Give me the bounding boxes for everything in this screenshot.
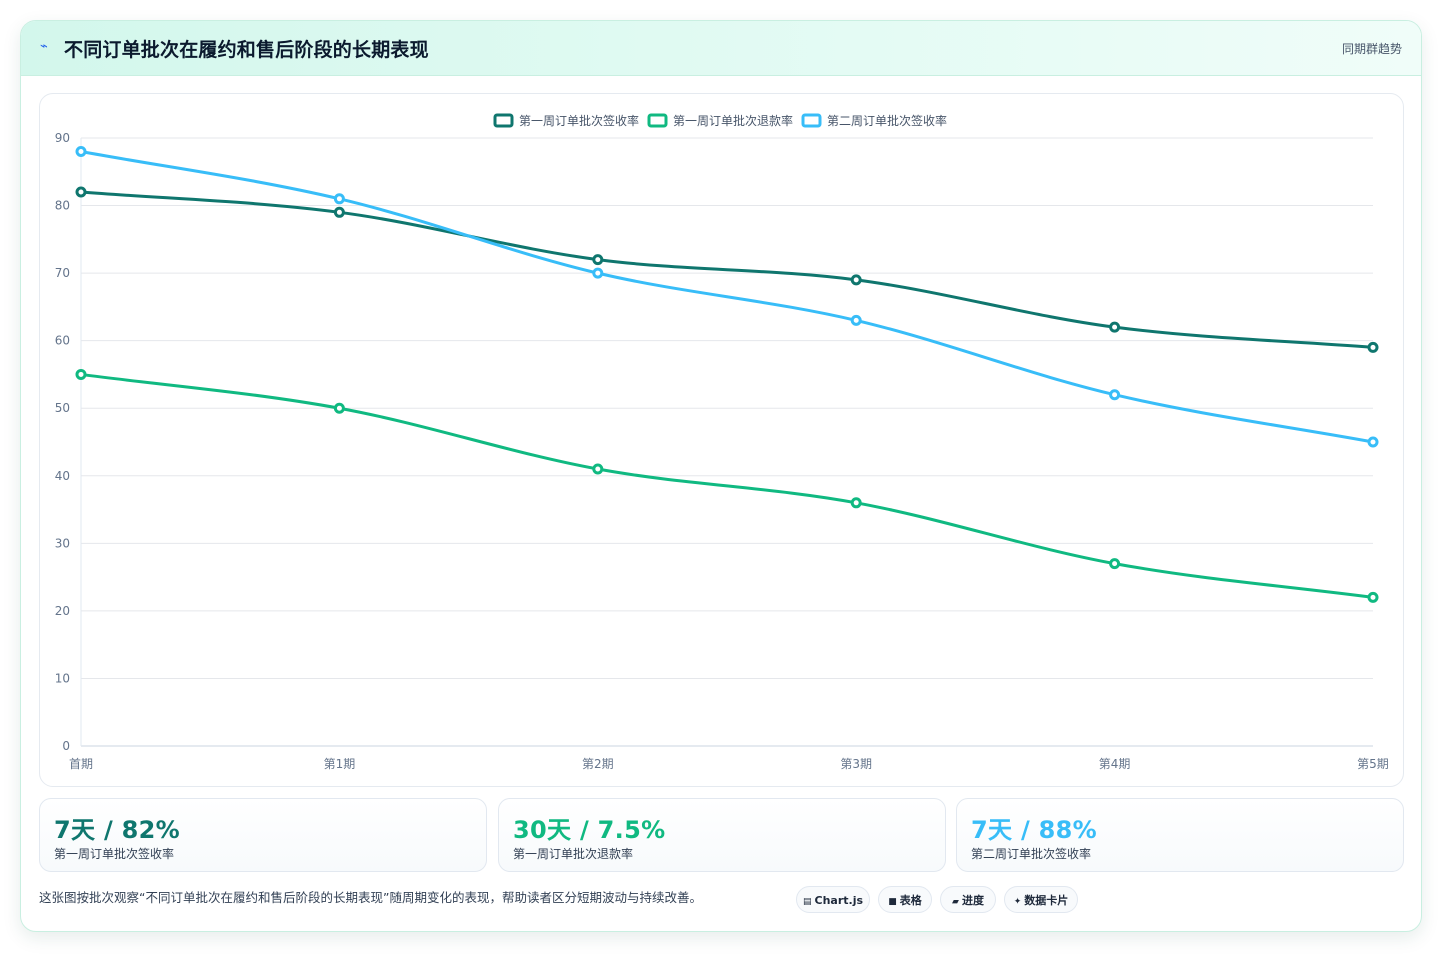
chip-chartjs[interactable]: ▤ Chart.js bbox=[796, 886, 870, 913]
x-tick-label: 第5期 bbox=[1357, 757, 1389, 771]
legend-swatch bbox=[647, 113, 668, 128]
data-point bbox=[75, 146, 87, 158]
data-point bbox=[592, 254, 604, 266]
y-tick-label: 60 bbox=[55, 334, 70, 348]
legend-label: 第一周订单批次签收率 bbox=[519, 113, 639, 128]
data-point bbox=[333, 206, 345, 218]
y-tick-label: 20 bbox=[55, 604, 70, 618]
data-point bbox=[850, 274, 862, 286]
progress-icon: ▰ bbox=[952, 897, 959, 907]
data-point bbox=[592, 463, 604, 475]
data-point bbox=[75, 186, 87, 198]
legend-label: 第二周订单批次签收率 bbox=[827, 113, 947, 128]
x-tick-label: 第1期 bbox=[324, 757, 356, 771]
data-point bbox=[333, 402, 345, 414]
chip-progress[interactable]: ▰ 进度 bbox=[940, 886, 996, 913]
chart-description: 这张图按批次观察“不同订单批次在履约和售后阶段的长期表现”随周期变化的表现，帮助… bbox=[39, 890, 702, 905]
data-point bbox=[1367, 341, 1379, 353]
kpi-card-3: 7天 / 88% 第二周订单批次签收率 bbox=[956, 798, 1404, 872]
data-point bbox=[850, 314, 862, 326]
data-point bbox=[1367, 591, 1379, 603]
table-icon: ■ bbox=[888, 897, 897, 907]
line-chart-svg: 0 10 20 30 40 50 60 70 80 90 首期 第1期 第2期 第3期 第4期 第5期 第一周订… bbox=[55, 113, 1389, 771]
kpi-card-label: 第一周订单批次退款率 bbox=[513, 847, 634, 861]
x-tick-label: 第4期 bbox=[1099, 757, 1131, 771]
kpi-card-label: 第一周订单批次签收率 bbox=[54, 847, 175, 861]
kpi-cards: 7天 / 82% 第一周订单批次签收率 30天 / 7.5% 第一周订单批次退款… bbox=[39, 798, 1405, 872]
data-point bbox=[1109, 321, 1121, 333]
sparkle-icon: ✦ bbox=[1013, 897, 1022, 907]
series-line-2 bbox=[80, 372, 1374, 599]
series-line-1 bbox=[80, 190, 1374, 349]
data-point bbox=[333, 193, 345, 205]
data-point bbox=[592, 267, 604, 279]
kpi-card-2: 30天 / 7.5% 第一周订单批次退款率 bbox=[498, 798, 946, 872]
panel-header: ⌁ 不同订单批次在履约和售后阶段的长期表现 同期群趋势 bbox=[21, 21, 1421, 76]
chart-icon: ▤ bbox=[802, 897, 812, 907]
y-tick-label: 50 bbox=[55, 401, 70, 415]
chip-label: 表格 bbox=[899, 894, 922, 907]
kpi-card-value: 30天 / 7.5% bbox=[513, 816, 666, 844]
chip-label: 进度 bbox=[961, 894, 984, 907]
data-point bbox=[75, 368, 87, 380]
y-tick-label: 40 bbox=[55, 469, 70, 483]
chart-panel: ⌁ 不同订单批次在履约和售后阶段的长期表现 同期群趋势 0 10 20 30 40 50 6… bbox=[20, 20, 1422, 932]
kpi-card-1: 7天 / 82% 第一周订单批次签收率 bbox=[39, 798, 487, 872]
chip-label: Chart.js bbox=[814, 894, 864, 907]
page-title: 不同订单批次在履约和售后阶段的长期表现 bbox=[64, 39, 429, 61]
cohort-trend-label: 同期群趋势 bbox=[1341, 42, 1402, 56]
x-tick-label: 第3期 bbox=[840, 757, 872, 771]
data-point bbox=[1109, 389, 1121, 401]
y-tick-label: 80 bbox=[55, 199, 70, 213]
kpi-card-value: 7天 / 82% bbox=[54, 816, 181, 844]
legend-label: 第一周订单批次退款率 bbox=[673, 113, 793, 128]
y-tick-label: 30 bbox=[55, 536, 70, 550]
data-point bbox=[1367, 436, 1379, 448]
chip-data-card[interactable]: ✦ 数据卡片 bbox=[1004, 886, 1078, 913]
series-line-3 bbox=[80, 150, 1374, 444]
y-tick-label: 10 bbox=[55, 671, 70, 685]
x-tick-label: 第2期 bbox=[582, 757, 614, 771]
kpi-card-label: 第二周订单批次签收率 bbox=[971, 847, 1092, 861]
legend-swatch bbox=[493, 113, 514, 128]
chip-table[interactable]: ■ 表格 bbox=[878, 886, 932, 913]
line-chart: 0 10 20 30 40 50 60 70 80 90 首期 第1期 第2期 第3期 第4期 第5期 第一周订… bbox=[39, 93, 1404, 787]
x-tick-label: 首期 bbox=[69, 757, 93, 771]
lightning-icon: ⌁ bbox=[40, 39, 48, 54]
chip-label: 数据卡片 bbox=[1024, 894, 1069, 907]
y-tick-label: 70 bbox=[55, 266, 70, 280]
legend-swatch bbox=[801, 113, 822, 128]
data-point bbox=[1109, 558, 1121, 570]
kpi-card-value: 7天 / 88% bbox=[971, 816, 1098, 844]
data-point bbox=[850, 497, 862, 509]
y-tick-label: 0 bbox=[62, 739, 70, 753]
y-tick-label: 90 bbox=[55, 131, 70, 145]
